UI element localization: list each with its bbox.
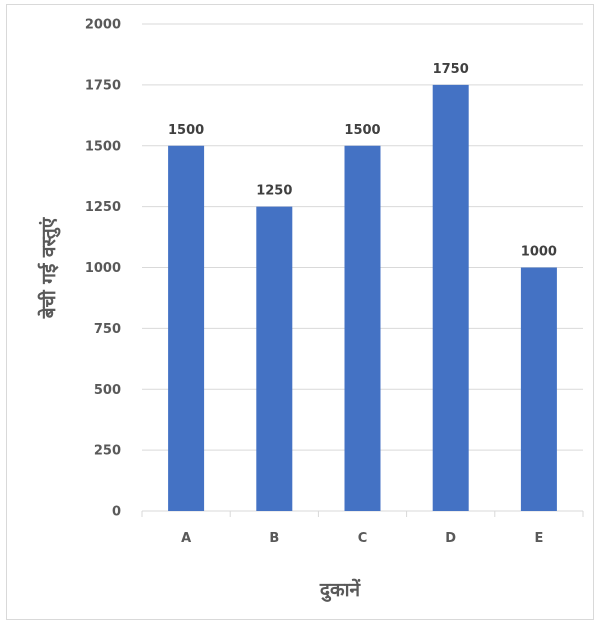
bars	[168, 84, 557, 511]
y-axis-ticks: 0 250 500 750 1000 1250 1500 1750 2000	[85, 18, 121, 520]
y-tick-label: 1750	[85, 78, 121, 93]
y-tick-label: 1500	[85, 139, 121, 154]
x-tick-label: D	[445, 531, 456, 546]
x-axis-ticks: A B C D E	[181, 531, 543, 546]
data-label: 1250	[256, 184, 292, 199]
y-tick-label: 750	[94, 322, 121, 337]
y-tick-label: 1250	[85, 200, 121, 215]
x-tick-label: E	[534, 531, 543, 546]
bar-a	[168, 145, 205, 511]
y-tick-label: 500	[94, 383, 121, 398]
x-tick-label: A	[181, 531, 191, 546]
data-label: 1750	[433, 62, 469, 77]
y-tick-label: 0	[112, 505, 121, 520]
chart-frame	[6, 4, 594, 620]
bar-c	[344, 145, 381, 511]
x-axis-title: दुकानें	[319, 578, 362, 602]
bar-e	[520, 267, 557, 511]
data-labels: 1500 1250 1500 1750 1000	[168, 62, 557, 260]
data-label: 1500	[344, 123, 380, 138]
y-tick-label: 2000	[85, 18, 121, 33]
data-label: 1000	[521, 245, 557, 260]
y-tick-label: 250	[94, 444, 121, 459]
bar-b	[256, 206, 293, 511]
bar-d	[432, 84, 469, 511]
data-label: 1500	[168, 123, 204, 138]
x-tick-label: C	[358, 531, 368, 546]
y-tick-label: 1000	[85, 261, 121, 276]
x-tick-label: B	[269, 531, 279, 546]
y-axis-title: बेची गई वस्तुएं	[37, 216, 61, 319]
